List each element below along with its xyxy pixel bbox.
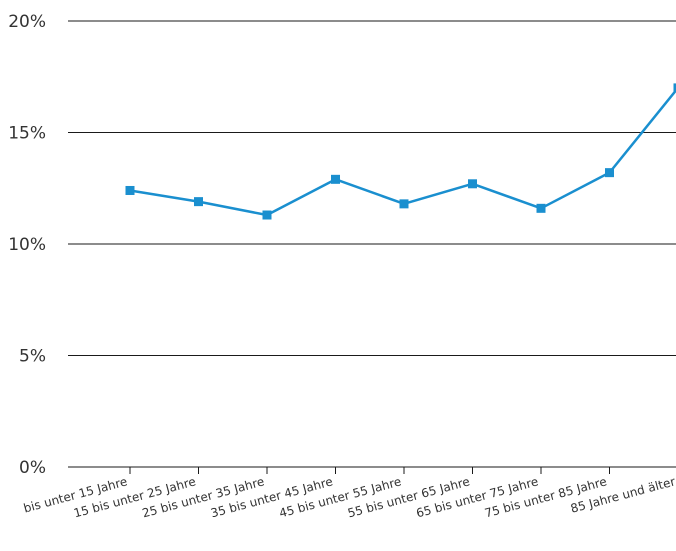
y-tick-label: 5% bbox=[19, 347, 46, 367]
grid bbox=[68, 20, 676, 468]
data-point bbox=[262, 210, 272, 220]
y-tick-label: 15% bbox=[8, 124, 46, 144]
series-layer bbox=[125, 83, 676, 220]
y-tick-label: 20% bbox=[8, 12, 46, 32]
y-axis-ticks: 0% 5% 10% 15% 20% bbox=[8, 12, 46, 478]
data-point bbox=[194, 197, 203, 207]
data-point bbox=[673, 83, 676, 93]
data-point bbox=[468, 179, 477, 189]
data-point bbox=[605, 168, 614, 178]
data-point bbox=[399, 199, 409, 209]
y-tick-label: 0% bbox=[19, 458, 46, 478]
data-point bbox=[125, 185, 135, 195]
y-tick-label: 10% bbox=[8, 235, 46, 255]
series-line bbox=[129, 88, 676, 217]
data-point bbox=[331, 174, 340, 184]
data-point bbox=[536, 203, 546, 213]
